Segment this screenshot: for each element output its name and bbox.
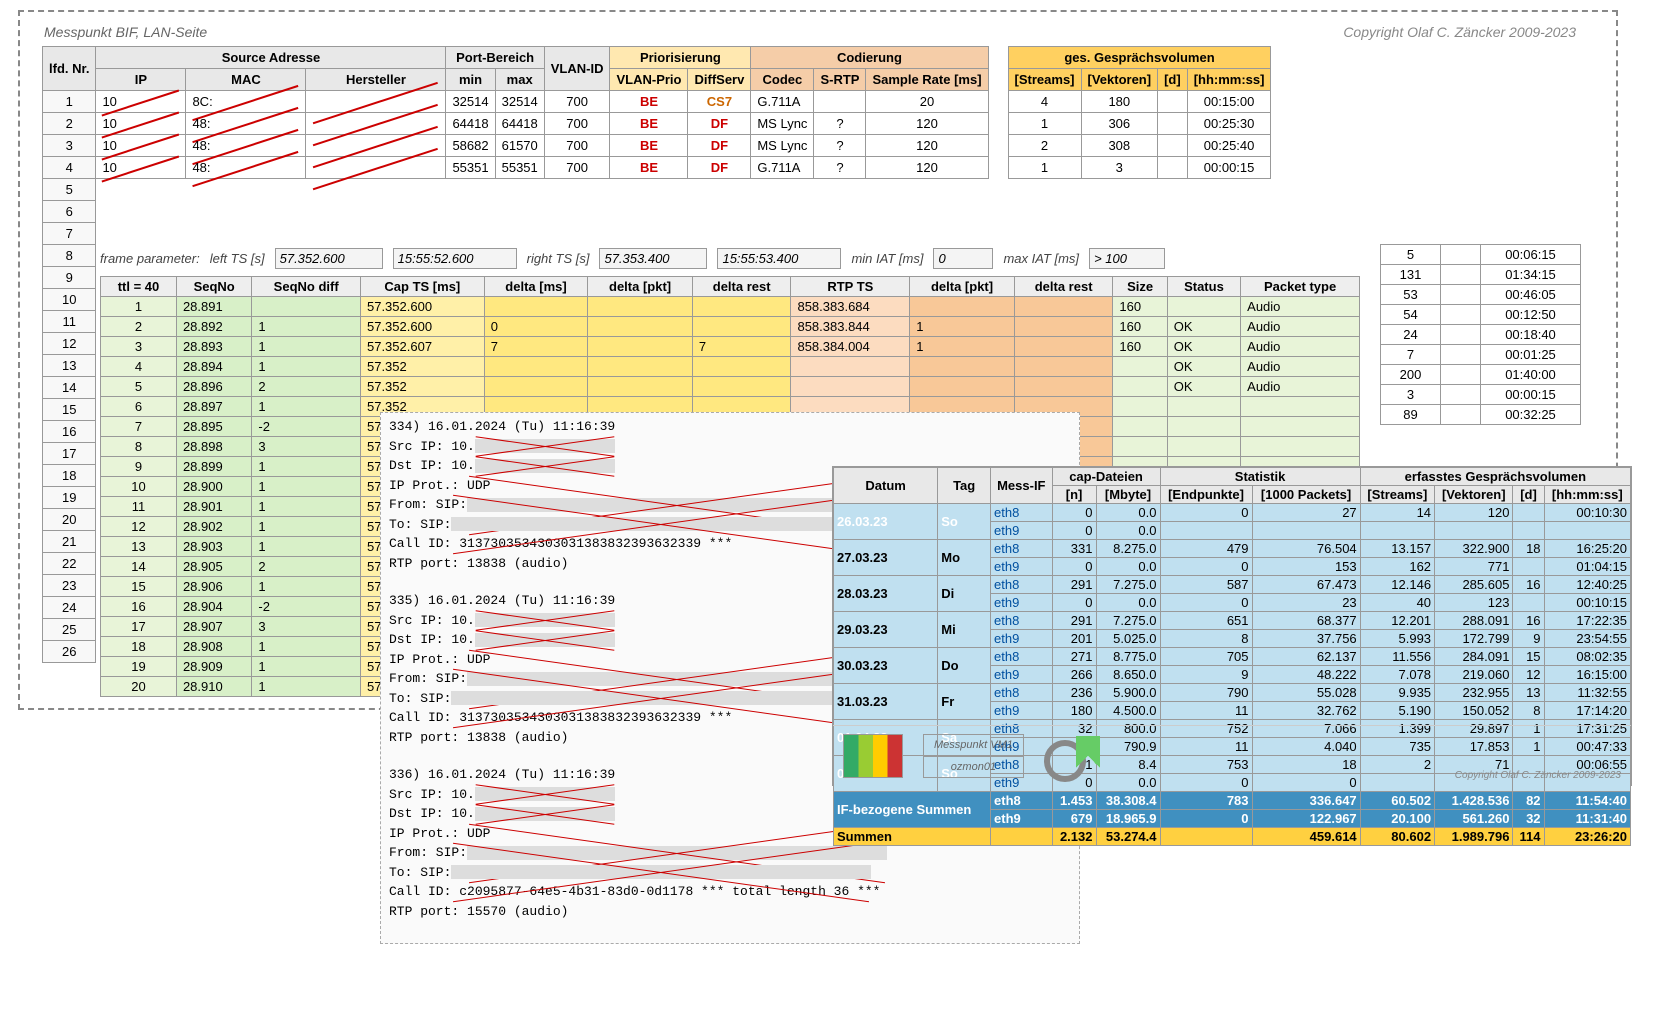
hdr-ip: IP [96,69,186,91]
hdr-vektoren: [Vektoren] [1081,69,1158,91]
messpunkt-title: Messpunkt BIF, LAN-Seite [44,24,207,40]
packet-header: delta [pkt] [910,277,1015,297]
hdr-port: Port-Bereich [446,47,544,69]
packet-header: delta [ms] [484,277,588,297]
packet-header: Cap TS [ms] [360,277,484,297]
qaas-logo-icon [843,734,903,778]
stats-row: 30.03.23Doeth82718.775.070562.13711.5562… [834,648,1631,666]
stats-messpunkt: Messpunkt VM1 [923,734,1024,756]
table-row[interactable]: 1 10 8C: 3251432514 700 BE CS7 G.711A20 … [43,91,1271,113]
stats-panel: Datum Tag Mess-IF cap-Dateien Statistik … [832,466,1632,786]
hdr-d: [d] [1158,69,1188,91]
packet-row[interactable]: 3 28.893 1 57.352.607 7 7 858.384.004 1 … [101,337,1360,357]
copyright-title: Copyright Olaf C. Zäncker 2009-2023 [1343,24,1576,40]
packet-row[interactable]: 1 28.891 57.352.600 858.383.684 160 Audi… [101,297,1360,317]
packet-row[interactable]: 2 28.892 1 57.352.600 0 858.383.844 1 16… [101,317,1360,337]
packet-header: SeqNo diff [252,277,361,297]
frame-maxiat[interactable] [1089,248,1165,269]
stats-hdr-cap: cap-Dateien [1052,468,1160,486]
hdr-min: min [446,69,495,91]
hdr-max: max [495,69,544,91]
frame-parameter-bar: frame parameter: left TS [s] right TS [s… [100,244,1520,272]
hdr-vol: ges. Gesprächsvolumen [1008,47,1271,69]
stats-row: 27.03.23Moeth83318.275.047976.50413.1573… [834,540,1631,558]
stats-hdr-vek: [Vektoren] [1435,486,1513,504]
frame-maxiat-label: max IAT [ms] [1003,251,1079,266]
packet-header: delta rest [692,277,791,297]
hdr-lfd: lfd. Nr. [43,47,96,91]
packet-header: Packet type [1241,277,1360,297]
packet-row[interactable]: 4 28.894 1 57.352 OK Audio [101,357,1360,377]
hdr-cod: Codierung [751,47,988,69]
table-row[interactable]: 2 10 48: 6441864418 700 BE DF MS Lync?12… [43,113,1271,135]
frame-miniat-label: min IAT [ms] [851,251,923,266]
vol-extra-row: 2400:18:40 [1381,325,1581,345]
frame-label: frame parameter: [100,251,200,266]
vol-extra-row: 13101:34:15 [1381,265,1581,285]
stats-hdr-datum: Datum [834,468,938,504]
vol-extra-row: 700:01:25 [1381,345,1581,365]
table-row: 5 [43,179,1271,201]
stats-host: ozmon01 [923,756,1024,778]
stats-sum-row: Summen2.13253.274.4459.61480.6021.989.79… [834,828,1631,846]
frame-miniat[interactable] [933,248,993,269]
stats-hdr-vol: erfasstes Gesprächsvolumen [1360,468,1630,486]
hdr-vlan: VLAN-ID [544,47,610,91]
stats-ifsum-row: IF-bezogene Summeneth81.45338.308.478333… [834,792,1631,810]
table-row: 7 [43,223,1271,245]
vol-extra-row: 5400:12:50 [1381,305,1581,325]
stats-row: 31.03.23Freth82365.900.079055.0289.93523… [834,684,1631,702]
packet-header: Size [1113,277,1167,297]
frame-left-ts1[interactable] [275,248,383,269]
frame-right-label: right TS [s] [527,251,590,266]
packet-header: ttl = 40 [101,277,177,297]
hdr-hms: [hh:mm:ss] [1187,69,1271,91]
stats-copyright: Copyright Olaf C. Zäncker 2009-2023 [1455,770,1621,781]
hdr-codec: Codec [751,69,814,91]
stats-hdr-n: [n] [1052,486,1096,504]
vol-extra-row: 5300:46:05 [1381,285,1581,305]
table-row[interactable]: 3 10 48: 5868261570 700 BE DF MS Lync?12… [43,135,1271,157]
frame-right-ts2[interactable] [717,248,841,269]
vol-extra-row: 300:00:15 [1381,385,1581,405]
packet-header: Status [1167,277,1240,297]
stats-row: 26.03.23Soeth800.00271412000:10:30 [834,504,1631,522]
stats-hdr-mess: Mess-IF [991,468,1053,504]
table-row: 6 [43,201,1271,223]
hdr-source: Source Adresse [96,47,446,69]
packet-row[interactable]: 5 28.896 2 57.352 OK Audio [101,377,1360,397]
oz-logo-icon [1044,736,1104,776]
hdr-prior: Priorisierung [610,47,751,69]
frame-left-label: left TS [s] [210,251,265,266]
stats-hdr-str: [Streams] [1360,486,1434,504]
stats-hdr-ep: [Endpunkte] [1160,486,1252,504]
frame-right-ts1[interactable] [599,248,707,269]
stats-hdr-hms: [hh:mm:ss] [1544,486,1630,504]
hdr-sample: Sample Rate [ms] [866,69,988,91]
packet-header: delta [pkt] [588,277,693,297]
volume-extra-table: 500:06:1513101:34:155300:46:055400:12:50… [1380,244,1581,425]
vol-extra-row: 8900:32:25 [1381,405,1581,425]
hdr-srtp: S-RTP [814,69,866,91]
stats-hdr-stat: Statistik [1160,468,1360,486]
packet-header: SeqNo [176,277,251,297]
hdr-streams: [Streams] [1008,69,1081,91]
stats-table: Datum Tag Mess-IF cap-Dateien Statistik … [833,467,1631,846]
packet-header: delta rest [1014,277,1113,297]
stats-hdr-d: [d] [1513,486,1544,504]
frame-left-ts2[interactable] [393,248,517,269]
stats-footer: Messpunkt VM1 ozmon01 Copyright Olaf C. … [833,725,1631,785]
hdr-diffserv: DiffServ [688,69,751,91]
vol-extra-row: 20001:40:00 [1381,365,1581,385]
vol-extra-row: 500:06:15 [1381,245,1581,265]
stats-row: 28.03.23Dieth82917.275.058767.47312.1462… [834,576,1631,594]
table-row[interactable]: 4 10 48: 5535155351 700 BE DF G.711A?120… [43,157,1271,179]
stats-hdr-mb: [Mbyte] [1096,486,1160,504]
hdr-vlanprio: VLAN-Prio [610,69,688,91]
stats-row: 29.03.23Mieth82917.275.065168.37712.2012… [834,612,1631,630]
stats-hdr-kp: [1000 Packets] [1252,486,1360,504]
packet-header: RTP TS [791,277,910,297]
stats-hdr-tag: Tag [938,468,991,504]
